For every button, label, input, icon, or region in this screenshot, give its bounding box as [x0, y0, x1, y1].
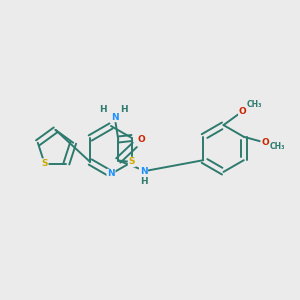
Text: O: O	[239, 106, 247, 116]
Text: H: H	[99, 105, 107, 114]
Text: N: N	[140, 167, 147, 176]
Text: S: S	[41, 159, 48, 168]
Text: H: H	[140, 177, 147, 186]
Text: S: S	[128, 158, 135, 166]
Text: O: O	[261, 138, 269, 147]
Text: N: N	[107, 169, 115, 178]
Text: O: O	[137, 135, 145, 144]
Text: CH₃: CH₃	[270, 142, 285, 151]
Text: N: N	[111, 112, 119, 122]
Text: CH₃: CH₃	[247, 100, 262, 109]
Text: H: H	[120, 105, 128, 114]
